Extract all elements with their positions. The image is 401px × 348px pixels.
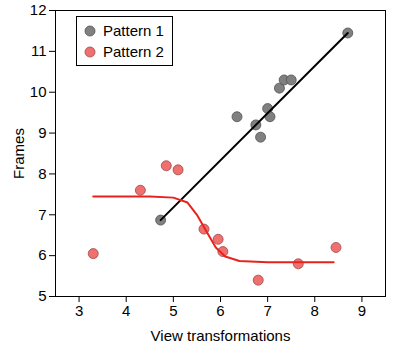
html-text:Pattern 2: Pattern 2 <box>103 43 164 60</box>
svg-text:7: 7 <box>263 302 271 319</box>
svg-text:6: 6 <box>38 246 46 263</box>
html-text:Pattern 1: Pattern 1 <box>103 22 164 39</box>
svg-text:11: 11 <box>31 42 47 59</box>
svg-text:View transformations: View transformations <box>151 327 291 344</box>
svg-text:5: 5 <box>38 287 46 304</box>
svg-text:5: 5 <box>169 302 177 319</box>
svg-text:4: 4 <box>122 302 130 319</box>
svg-text:8: 8 <box>38 165 46 182</box>
svg-text:7: 7 <box>38 206 46 223</box>
svg-text:Frames: Frames <box>10 128 27 179</box>
svg-text:8: 8 <box>311 302 319 319</box>
svg-text:9: 9 <box>38 124 46 141</box>
svg-text:9: 9 <box>358 302 366 319</box>
svg-text:10: 10 <box>30 83 47 100</box>
svg-text:6: 6 <box>216 302 224 319</box>
svg-text:12: 12 <box>30 1 47 18</box>
svg-text:3: 3 <box>75 302 83 319</box>
